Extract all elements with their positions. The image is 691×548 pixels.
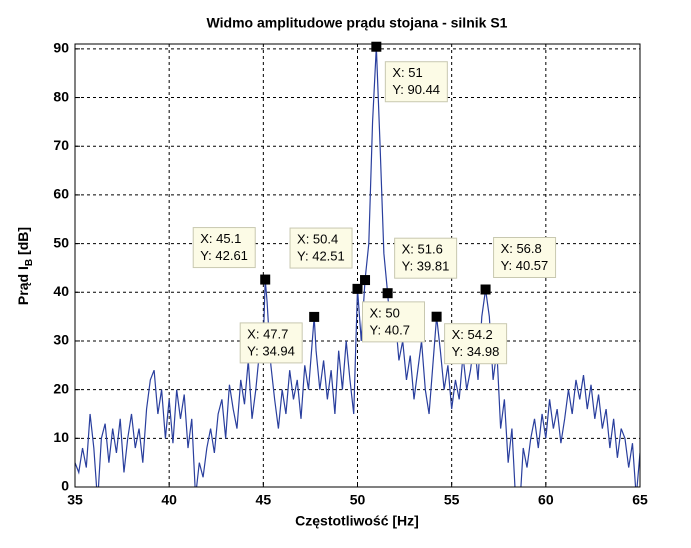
data-tip-x: X: 45.1 <box>200 231 241 246</box>
data-tip-marker <box>309 311 320 322</box>
data-tip-y: Y: 40.57 <box>501 258 549 273</box>
y-tick-label: 30 <box>53 332 69 348</box>
y-tick-label: 90 <box>53 40 69 56</box>
x-tick-label: 40 <box>161 492 177 508</box>
data-tip-x: X: 50.4 <box>297 231 338 246</box>
y-axis-label: Prąd IB [dB] <box>15 227 35 305</box>
data-tip-x: X: 50 <box>370 305 400 320</box>
y-tick-label: 0 <box>61 478 69 494</box>
data-tip-y: Y: 34.98 <box>452 344 500 359</box>
data-tip-marker <box>371 41 382 52</box>
data-tip-marker <box>352 283 363 294</box>
data-tip-box <box>289 227 353 269</box>
x-tick-label: 65 <box>632 492 648 508</box>
data-tip-marker <box>382 288 393 299</box>
data-tip-y: Y: 42.61 <box>200 248 248 263</box>
plot <box>75 46 640 487</box>
data-tip-marker <box>480 284 491 295</box>
data-tip-box <box>192 227 256 269</box>
data-tip-box <box>394 237 458 279</box>
data-tip-x: X: 51 <box>392 65 422 80</box>
y-tick-label: 20 <box>53 380 69 396</box>
data-tip-marker <box>260 274 271 285</box>
axes-box <box>74 43 641 488</box>
data-tip-x: X: 54.2 <box>452 327 493 342</box>
data-tip-box <box>493 236 557 278</box>
y-tick-label: 50 <box>53 234 69 250</box>
data-tip-x: X: 56.8 <box>501 241 542 256</box>
x-axis-label: Częstotliwość [Hz] <box>295 513 419 529</box>
data-tip-box <box>444 323 508 365</box>
data-tip-y: Y: 40.7 <box>370 322 410 337</box>
y-label-unit: [dB] <box>15 227 31 255</box>
y-label-sub: B <box>24 259 35 266</box>
data-tip-box <box>362 301 425 343</box>
data-tip-box <box>384 61 448 103</box>
x-tick-label: 35 <box>67 492 83 508</box>
y-label-main: Prąd I <box>15 266 31 305</box>
data-tip-x: X: 47.7 <box>247 326 288 341</box>
y-tick-label: 60 <box>53 186 69 202</box>
x-tick-label: 60 <box>538 492 554 508</box>
y-tick-label: 40 <box>53 283 69 299</box>
data-tip-x: X: 51.6 <box>402 242 443 257</box>
y-tick-label: 10 <box>53 429 69 445</box>
chart-title: Widmo amplitudowe prądu stojana - silnik… <box>207 15 508 31</box>
data-tips: X: 51 Y: 90.44 X: 45.1 Y: 42.61 X: 50.4 Y: 42… <box>192 41 557 365</box>
data-tip-marker <box>431 311 442 322</box>
spectrum-line <box>75 46 640 487</box>
x-tick-label: 55 <box>444 492 460 508</box>
data-tip-y: Y: 39.81 <box>402 259 450 274</box>
data-tip-y: Y: 90.44 <box>392 82 440 97</box>
x-tick-label: 45 <box>256 492 272 508</box>
data-tip-marker <box>360 275 371 286</box>
data-tip-y: Y: 34.94 <box>247 343 295 358</box>
x-tick-label: 50 <box>350 492 366 508</box>
data-tip-box <box>239 322 303 364</box>
data-tip-y: Y: 42.51 <box>297 248 345 263</box>
y-tick-label: 80 <box>53 88 69 104</box>
y-tick-label: 70 <box>53 137 69 153</box>
